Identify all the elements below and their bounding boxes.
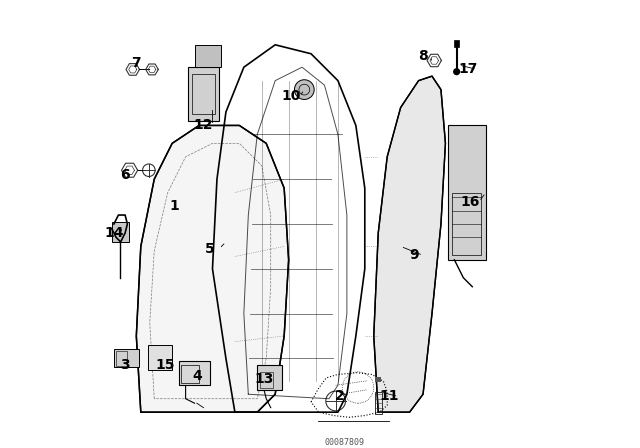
Text: 12: 12 (194, 118, 213, 133)
Text: 13: 13 (254, 371, 274, 386)
Text: 9: 9 (409, 248, 419, 263)
Text: 3: 3 (120, 358, 130, 372)
Text: 4: 4 (192, 369, 202, 383)
Bar (257, 365, 282, 390)
Circle shape (294, 80, 314, 99)
Text: 16: 16 (460, 194, 480, 209)
Bar (181, 365, 199, 383)
Text: 00087809: 00087809 (324, 438, 365, 447)
Text: 7: 7 (131, 56, 141, 70)
Text: 10: 10 (281, 89, 301, 103)
Text: 2: 2 (335, 389, 345, 404)
Text: 15: 15 (156, 358, 175, 372)
Bar (374, 392, 382, 414)
Bar (112, 222, 129, 242)
Text: 6: 6 (120, 168, 130, 182)
Bar (454, 40, 459, 47)
Circle shape (453, 68, 460, 75)
Bar (195, 45, 221, 67)
Polygon shape (136, 125, 289, 412)
Bar (192, 74, 215, 114)
Bar (375, 377, 381, 382)
Text: 8: 8 (418, 49, 428, 63)
Bar (116, 351, 127, 366)
Bar (188, 67, 219, 121)
Bar (114, 349, 139, 367)
Bar (260, 372, 273, 388)
Bar (148, 345, 172, 370)
Bar (179, 361, 210, 385)
Text: 11: 11 (380, 389, 399, 404)
Text: 14: 14 (104, 226, 124, 240)
Text: 17: 17 (458, 62, 477, 77)
Polygon shape (374, 76, 445, 412)
Bar (448, 125, 486, 260)
Text: 1: 1 (170, 199, 179, 213)
Text: 5: 5 (205, 241, 215, 256)
Bar (452, 193, 481, 255)
